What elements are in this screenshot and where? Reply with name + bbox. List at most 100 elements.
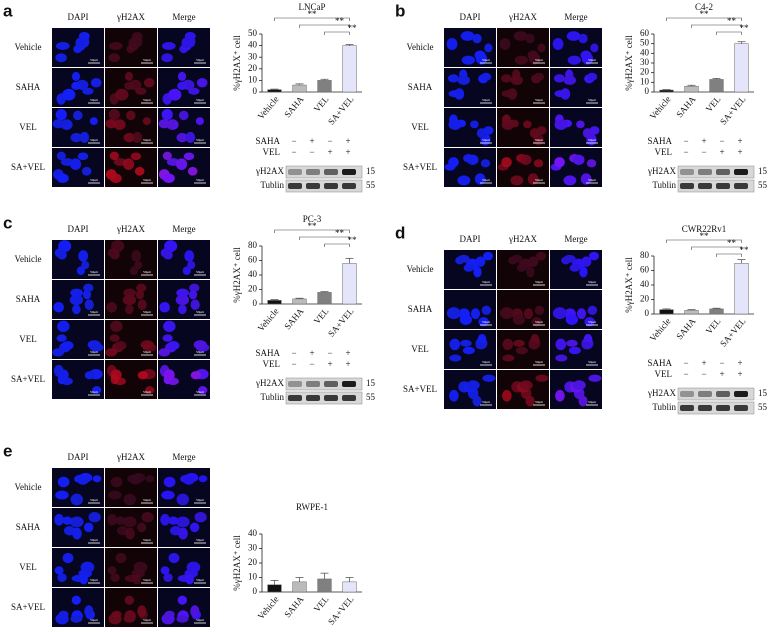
significance-label: ** bbox=[740, 245, 750, 255]
blot-band bbox=[734, 405, 748, 411]
y-tick-label: 40 bbox=[248, 528, 258, 538]
blot-band bbox=[716, 183, 730, 189]
x-tick-label: SA+VEL bbox=[326, 306, 356, 339]
row-label: Vehicle bbox=[407, 264, 434, 274]
micrograph: 50μm bbox=[444, 330, 496, 369]
y-tick-label: 30 bbox=[248, 51, 258, 61]
nucleus bbox=[137, 371, 149, 380]
x-tick-label: Vehicle bbox=[256, 306, 281, 333]
scale-label: 50μm bbox=[90, 58, 98, 62]
nucleus bbox=[589, 251, 599, 261]
scale-label: 50μm bbox=[588, 280, 596, 284]
nucleus bbox=[124, 595, 135, 605]
y-tick-label: 0 bbox=[253, 298, 258, 308]
scale-label: 50μm bbox=[482, 360, 490, 364]
nucleus bbox=[536, 251, 546, 261]
treatment-sign: + bbox=[719, 369, 724, 379]
significance-label: ** bbox=[348, 23, 358, 33]
nucleus bbox=[125, 527, 135, 540]
nucleus bbox=[515, 346, 528, 355]
panel-label: d bbox=[395, 223, 405, 242]
nucleus bbox=[114, 341, 127, 350]
nucleus bbox=[87, 340, 101, 350]
nucleus bbox=[137, 605, 147, 618]
column-header: γH2AX bbox=[116, 452, 145, 462]
blot-band bbox=[734, 391, 748, 397]
treatment-sign: + bbox=[737, 358, 742, 368]
panel-label: e bbox=[3, 441, 12, 460]
micrograph: 50μm bbox=[52, 508, 104, 547]
treatment-sign: − bbox=[719, 136, 724, 146]
nucleus bbox=[552, 307, 567, 320]
nucleus bbox=[467, 154, 479, 165]
nucleus bbox=[55, 53, 67, 63]
blot-band bbox=[734, 169, 748, 175]
nucleus bbox=[588, 374, 602, 382]
y-tick-label: 20 bbox=[248, 284, 258, 294]
nucleus bbox=[55, 42, 70, 50]
nucleus bbox=[568, 346, 581, 355]
scale-label: 50μm bbox=[588, 360, 596, 364]
nucleus bbox=[81, 166, 92, 176]
treatment-sign: − bbox=[291, 147, 296, 157]
nucleus bbox=[137, 299, 147, 311]
nucleus bbox=[162, 151, 172, 161]
nucleus bbox=[175, 516, 190, 528]
nucleus bbox=[123, 132, 136, 143]
row-label: SA+VEL bbox=[11, 602, 45, 612]
nucleus bbox=[123, 615, 136, 623]
chart-title: CWR22Rv1 bbox=[682, 224, 727, 234]
nucleus bbox=[56, 173, 69, 184]
nucleus bbox=[167, 341, 180, 350]
micrograph: 50μm bbox=[52, 548, 104, 587]
micrograph: 50μm bbox=[52, 280, 104, 319]
bar bbox=[734, 43, 749, 93]
nucleus bbox=[72, 304, 81, 315]
significance-bracket bbox=[691, 246, 742, 250]
nucleus bbox=[198, 386, 208, 395]
column-header: Merge bbox=[172, 452, 195, 462]
nucleus bbox=[553, 74, 565, 83]
blot-band bbox=[288, 381, 302, 387]
nucleus bbox=[79, 574, 89, 585]
chart-title: LNCaP bbox=[299, 2, 326, 12]
nucleus bbox=[79, 131, 90, 144]
size-marker: 15 bbox=[366, 378, 376, 388]
y-tick-label: 80 bbox=[640, 250, 650, 260]
nucleus bbox=[188, 87, 200, 95]
column-header: Merge bbox=[172, 12, 195, 22]
nucleus bbox=[552, 37, 564, 50]
y-axis-label: %γH2AX⁺ cell bbox=[624, 35, 634, 91]
x-tick-label: SA+VEL bbox=[326, 594, 356, 627]
chart-title: PC-3 bbox=[303, 214, 322, 224]
nucleus bbox=[554, 90, 568, 98]
nucleus bbox=[82, 289, 92, 300]
nucleus bbox=[576, 308, 587, 320]
micrograph: 50μm bbox=[158, 360, 210, 399]
nucleus bbox=[54, 513, 64, 526]
micrograph: 50μm bbox=[105, 280, 157, 319]
nucleus bbox=[573, 154, 585, 165]
blot-band bbox=[698, 405, 712, 411]
nucleus bbox=[578, 33, 588, 44]
nucleus bbox=[183, 476, 195, 485]
nucleus bbox=[84, 371, 96, 380]
nucleus bbox=[164, 250, 173, 260]
micrograph: 50μm bbox=[158, 468, 210, 507]
nucleus bbox=[514, 55, 528, 65]
blot-band bbox=[306, 381, 320, 387]
nucleus bbox=[136, 522, 147, 533]
x-tick-label: SAHA bbox=[674, 94, 698, 120]
nucleus bbox=[72, 527, 82, 540]
nucleus bbox=[125, 304, 134, 315]
nucleus bbox=[448, 90, 462, 98]
nucleus bbox=[196, 78, 208, 88]
nucleus bbox=[122, 158, 135, 170]
y-tick-label: 0 bbox=[645, 86, 650, 96]
blot-band bbox=[324, 169, 338, 175]
nucleus bbox=[483, 251, 493, 261]
nucleus bbox=[195, 117, 204, 126]
scale-label: 50μm bbox=[143, 58, 151, 62]
y-tick-label: 0 bbox=[253, 586, 258, 596]
blot-band bbox=[324, 395, 338, 401]
